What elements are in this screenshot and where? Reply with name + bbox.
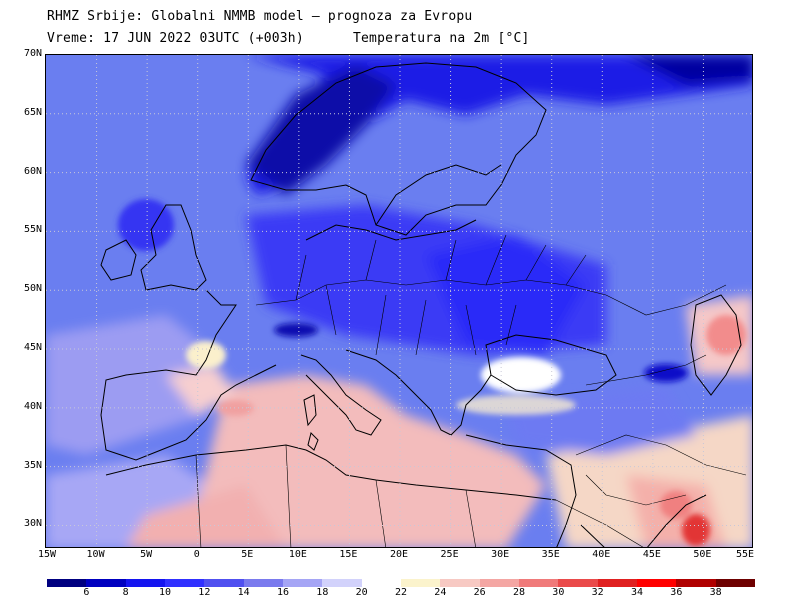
latitude-label: 50N	[23, 283, 42, 295]
latitude-label: 40N	[23, 400, 42, 412]
latitude-label: 65N	[23, 106, 42, 118]
legend-label: 32	[591, 587, 604, 598]
latitude-label: 60N	[23, 165, 42, 177]
longitude-label: 40E	[592, 549, 611, 560]
legend-swatch	[597, 579, 638, 587]
legend-swatch	[283, 579, 323, 587]
temperature-field	[46, 55, 752, 547]
legend-swatch	[47, 579, 87, 587]
legend-label: 10	[158, 587, 172, 598]
latitude-label: 55N	[23, 224, 42, 236]
longitude-label: 5E	[241, 549, 254, 560]
legend-label: 22	[394, 587, 408, 598]
legend-swatch	[401, 579, 441, 587]
forecast-time: Vreme: 17 JUN 2022 03UTC (+003h)	[47, 31, 304, 46]
legend-label: 26	[473, 587, 486, 598]
legend-swatch	[558, 579, 599, 587]
latitude-label: 30N	[23, 518, 42, 530]
black-sea-warm	[481, 357, 561, 393]
legend-label: 6	[83, 587, 90, 598]
legend-label: 14	[237, 587, 250, 598]
legend-swatch	[519, 579, 559, 587]
longitude-label: 50E	[693, 549, 712, 560]
variable-label: Temperatura na 2m [°C]	[353, 31, 530, 46]
legend-label: 38	[709, 587, 722, 598]
legend-swatch	[361, 579, 402, 587]
longitude-label: 20E	[389, 549, 409, 560]
legend-label: 8	[122, 587, 129, 598]
longitude-label: 35E	[541, 549, 560, 560]
field-blobs	[46, 55, 752, 547]
legend-label: 30	[552, 587, 565, 598]
field-details	[118, 199, 746, 546]
latitude-label: 45N	[23, 342, 42, 354]
longitude-label: 30E	[491, 549, 510, 560]
temperature-map	[45, 54, 753, 548]
legend-label: 34	[630, 587, 644, 598]
legend-swatch	[676, 579, 717, 587]
coastlines	[100, 62, 742, 547]
color-legend	[47, 579, 756, 587]
legend-swatch	[322, 579, 363, 587]
legend-swatch	[440, 579, 481, 587]
legend-swatch	[125, 579, 166, 587]
longitude-label: 15E	[339, 549, 358, 560]
latitude-label: 35N	[23, 459, 42, 471]
legend-swatch	[715, 579, 756, 587]
legend-label: 20	[355, 587, 368, 598]
longitude-label: 45E	[642, 549, 661, 560]
longitude-label: 10W	[86, 549, 105, 560]
legend-swatch	[204, 579, 245, 587]
legend-label: 16	[276, 587, 290, 598]
latitude-label: 70N	[23, 48, 42, 59]
legend-label: 12	[198, 587, 211, 598]
legend-swatch	[243, 579, 284, 587]
legend-label: 18	[316, 587, 329, 598]
legend-label: 28	[512, 587, 526, 598]
product-title: RHMZ Srbije: Globalni NMMB model — progn…	[47, 9, 473, 24]
longitude-label: 10E	[288, 549, 307, 560]
longitude-label: 55E	[735, 549, 755, 560]
country-borders	[195, 234, 747, 547]
legend-label: 36	[670, 587, 683, 598]
longitude-label: 5W	[140, 549, 153, 560]
legend-swatch	[479, 579, 520, 587]
legend-swatch	[637, 579, 677, 587]
alps-cold	[274, 323, 318, 337]
legend-label: 24	[434, 587, 447, 598]
longitude-label: 15W	[37, 549, 57, 560]
longitude-label: 0	[193, 549, 200, 560]
legend-swatch	[86, 579, 127, 587]
map-canvas	[46, 55, 752, 547]
legend-swatch	[165, 579, 205, 587]
longitude-label: 25E	[440, 549, 459, 560]
